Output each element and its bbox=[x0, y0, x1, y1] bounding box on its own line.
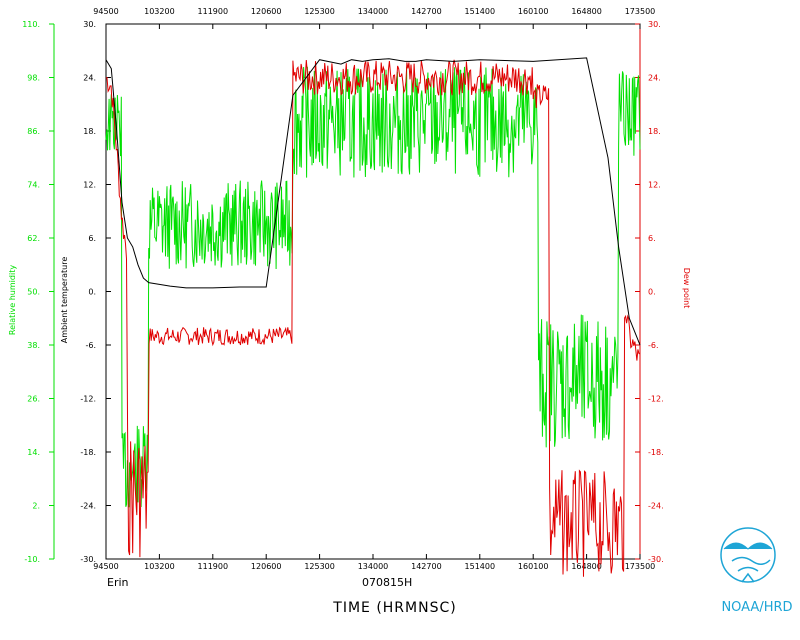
date-label: 070815H bbox=[362, 576, 412, 589]
x-tick-label: 134000 bbox=[358, 7, 389, 16]
x-tick-label: 134000 bbox=[358, 562, 389, 571]
x-tick-label: 164800 bbox=[571, 7, 602, 16]
temperature-tick-label: 12. bbox=[83, 181, 96, 190]
dewpoint-tick-label: -18. bbox=[648, 448, 664, 457]
x-tick-label: 125300 bbox=[304, 7, 335, 16]
humidity-tick-label: 50. bbox=[27, 288, 40, 297]
x-ticks-top: 94500 103200 111900 120600 125300 134000 14270… bbox=[93, 7, 655, 29]
humidity-ticks: 110. 98. 86. 74. 62. 50. 38. 26. 14. 2. -10. bbox=[22, 20, 54, 564]
temperature-tick-label: 24. bbox=[83, 74, 96, 83]
humidity-tick-label: -10. bbox=[24, 555, 40, 564]
humidity-tick-label: 2. bbox=[32, 502, 40, 511]
humidity-tick-label: 98. bbox=[27, 74, 40, 83]
x-tick-label: 173500 bbox=[625, 7, 656, 16]
temperature-axis-title: Ambient temperature bbox=[60, 257, 69, 344]
series-humidity bbox=[105, 66, 641, 513]
dewpoint-tick-label: 24. bbox=[648, 74, 661, 83]
dewpoint-axis-title: Dew point bbox=[682, 268, 691, 309]
temperature-tick-label: 30. bbox=[83, 20, 96, 29]
temperature-ticks: 30. 24. 18. 12. 6. 0. -6. -12. -18. -24. -30. bbox=[80, 20, 111, 564]
dewpoint-tick-label: 12. bbox=[648, 181, 661, 190]
humidity-tick-label: 38. bbox=[27, 341, 40, 350]
x-tick-label: 142700 bbox=[411, 562, 442, 571]
x-tick-label: 111900 bbox=[198, 562, 229, 571]
dewpoint-tick-label: -30. bbox=[648, 555, 664, 564]
humidity-tick-label: 86. bbox=[27, 127, 40, 136]
x-tick-label: 125300 bbox=[304, 562, 335, 571]
dewpoint-tick-label: 0. bbox=[648, 288, 656, 297]
humidity-tick-label: 14. bbox=[27, 448, 40, 457]
temperature-tick-label: 0. bbox=[88, 288, 96, 297]
x-tick-label: 160100 bbox=[518, 7, 549, 16]
humidity-tick-label: 62. bbox=[27, 234, 40, 243]
humidity-axis-title: Relative humidity bbox=[8, 265, 17, 335]
x-tick-label: 103200 bbox=[144, 562, 175, 571]
x-ticks-bottom: 94500 103200 111900 120600 125300 134000 14270… bbox=[93, 554, 655, 571]
storm-label: Erin bbox=[107, 576, 129, 589]
temperature-tick-label: -6. bbox=[85, 341, 96, 350]
x-tick-label: 120600 bbox=[251, 562, 282, 571]
x-tick-label: 120600 bbox=[251, 7, 282, 16]
x-tick-label: 164800 bbox=[571, 562, 602, 571]
noaa-logo-icon bbox=[720, 527, 776, 583]
humidity-tick-label: 26. bbox=[27, 395, 40, 404]
x-tick-label: 94500 bbox=[93, 7, 118, 16]
credit-label: NOAA/HRD bbox=[721, 600, 792, 615]
humidity-tick-label: 74. bbox=[27, 181, 40, 190]
x-tick-label: 173500 bbox=[625, 562, 656, 571]
temperature-tick-label: -18. bbox=[80, 448, 96, 457]
temperature-tick-label: -30. bbox=[80, 555, 96, 564]
x-axis-title: TIME (HRMNSC) bbox=[332, 600, 456, 616]
x-tick-label: 111900 bbox=[198, 7, 229, 16]
temperature-tick-label: -12. bbox=[80, 395, 96, 404]
x-tick-label: 160100 bbox=[518, 562, 549, 571]
temperature-tick-label: 18. bbox=[83, 127, 96, 136]
temperature-tick-label: -24. bbox=[80, 502, 96, 511]
temperature-tick-label: 6. bbox=[88, 234, 96, 243]
x-tick-label: 151400 bbox=[465, 562, 496, 571]
x-tick-label: 151400 bbox=[465, 7, 496, 16]
dewpoint-tick-label: 6. bbox=[648, 234, 656, 243]
dewpoint-tick-label: -24. bbox=[648, 502, 664, 511]
dewpoint-tick-label: -6. bbox=[648, 341, 659, 350]
dewpoint-ticks: 30. 24. 18. 12. 6. 0. -6. -12. -18. -24. -30. bbox=[635, 20, 664, 564]
x-tick-label: 94500 bbox=[93, 562, 118, 571]
humidity-tick-label: 110. bbox=[22, 20, 40, 29]
dewpoint-tick-label: -12. bbox=[648, 395, 664, 404]
dewpoint-tick-label: 18. bbox=[648, 127, 661, 136]
x-tick-label: 142700 bbox=[411, 7, 442, 16]
series-dewpoint bbox=[105, 59, 641, 577]
x-tick-label: 103200 bbox=[144, 7, 175, 16]
dewpoint-tick-label: 30. bbox=[648, 20, 661, 29]
series-temperature bbox=[105, 57, 641, 346]
